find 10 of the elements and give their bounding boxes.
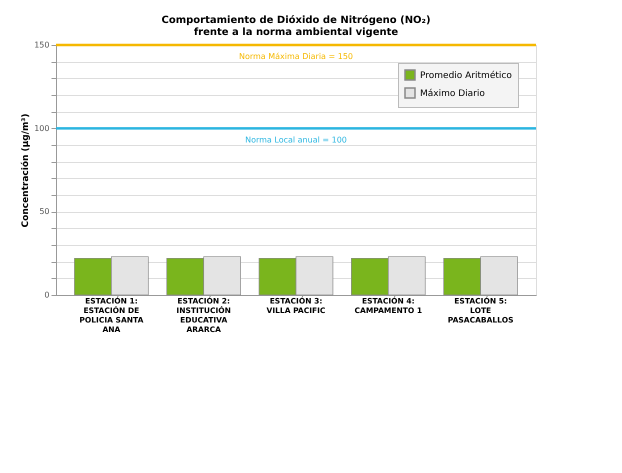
y-tick-label: 100	[34, 124, 50, 133]
y-axis-title: Concentración (µg/m³)	[20, 114, 32, 228]
legend-label: Promedio Aritmético	[420, 70, 512, 81]
chart-title: Comportamiento de Dióxido de Nitrógeno (NO₂) frente a la norma ambiental vigente	[161, 15, 431, 38]
ref-line-label: Norma Local anual = 100	[245, 135, 347, 144]
y-tick-label: 50	[39, 207, 50, 216]
ref-line-label: Norma Máxima Diaria = 150	[238, 52, 354, 61]
y-tick-label: 150	[34, 40, 50, 50]
legend-label: Máximo Diario	[420, 88, 486, 99]
y-tick-label: 0	[44, 290, 50, 300]
